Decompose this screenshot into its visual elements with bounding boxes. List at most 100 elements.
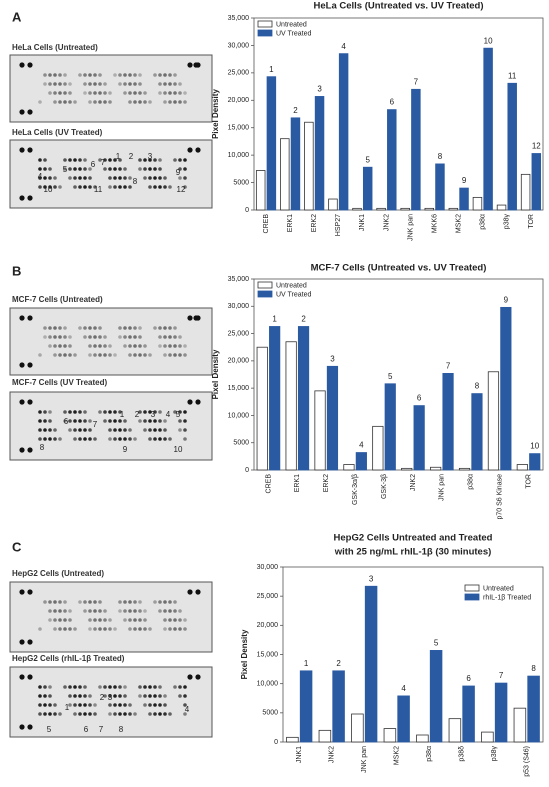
reference-spot — [27, 62, 33, 68]
spot — [73, 185, 77, 189]
blot-annotation: 1 — [116, 152, 121, 161]
spot — [128, 185, 132, 189]
bar — [531, 153, 542, 211]
spot — [68, 419, 72, 423]
spot — [128, 600, 132, 604]
x-tick-label: JNK pan — [439, 474, 446, 501]
chart-title: HeLa Cells (Untreated vs. UV Treated) — [314, 1, 484, 12]
bar — [299, 670, 313, 743]
spot — [168, 609, 172, 613]
spot — [153, 428, 157, 432]
spot — [173, 609, 177, 613]
y-tick-label: 0 — [245, 467, 249, 474]
spot — [138, 158, 142, 162]
spot — [143, 100, 147, 104]
spot — [173, 326, 177, 330]
reference-spot — [193, 62, 199, 68]
spot — [53, 100, 57, 104]
spot — [68, 353, 72, 357]
spot — [183, 344, 187, 348]
spot — [148, 685, 152, 689]
spot — [143, 627, 147, 631]
spot — [58, 712, 62, 716]
spot — [113, 158, 117, 162]
bar — [304, 121, 314, 211]
spot — [38, 410, 42, 414]
spot — [98, 100, 102, 104]
spot — [38, 694, 42, 698]
spot — [118, 685, 122, 689]
spot — [143, 167, 147, 171]
spot — [93, 344, 97, 348]
spot — [108, 100, 112, 104]
spot — [43, 176, 47, 180]
spot — [133, 618, 137, 622]
spot — [123, 335, 127, 339]
spot — [68, 685, 72, 689]
spot — [88, 167, 92, 171]
spot — [88, 91, 92, 95]
spot — [133, 91, 137, 95]
spot — [73, 353, 77, 357]
spot — [83, 609, 87, 613]
spot — [68, 618, 72, 622]
x-tick-label: HSP27 — [335, 214, 342, 236]
spot — [88, 185, 92, 189]
reference-spot — [187, 674, 193, 680]
spot — [43, 167, 47, 171]
spot — [68, 428, 72, 432]
spot — [73, 167, 77, 171]
blot-annotation: 8 — [133, 177, 138, 186]
bar-label: 2 — [301, 315, 306, 324]
spot — [98, 685, 102, 689]
spot — [48, 694, 52, 698]
spot — [63, 326, 67, 330]
spot — [118, 712, 122, 716]
bar — [285, 341, 297, 471]
x-tick-label: p70 S6 Kinase — [496, 474, 503, 520]
blot-annotation: 4 — [185, 705, 190, 714]
blot-image — [9, 139, 213, 209]
spot — [133, 326, 137, 330]
spot — [93, 609, 97, 613]
bar — [362, 166, 373, 211]
spot — [88, 326, 92, 330]
spot — [53, 618, 57, 622]
spot — [133, 344, 137, 348]
spot — [83, 437, 87, 441]
spot — [128, 176, 132, 180]
spot — [158, 703, 162, 707]
blot-label: HepG2 Cells (rhIL-1β Treated) — [12, 654, 125, 663]
spot — [113, 437, 117, 441]
spot — [48, 685, 52, 689]
spot — [133, 73, 137, 77]
spot — [63, 91, 67, 95]
spot — [43, 703, 47, 707]
spot — [58, 437, 62, 441]
reference-spot — [27, 147, 33, 153]
y-tick-label: 35,000 — [228, 276, 250, 283]
bar — [280, 138, 290, 211]
spot — [133, 335, 137, 339]
spot — [98, 410, 102, 414]
spot — [123, 73, 127, 77]
y-tick-label: 15,000 — [228, 385, 250, 392]
spot — [153, 703, 157, 707]
spot — [73, 158, 77, 162]
blot-annotation: 10 — [44, 185, 53, 194]
y-tick-label: 5000 — [233, 179, 249, 186]
x-tick-label: p38γ — [491, 746, 498, 762]
spot — [98, 326, 102, 330]
spot — [83, 712, 87, 716]
bar — [343, 464, 355, 471]
spot — [138, 694, 142, 698]
bar — [481, 731, 494, 743]
spot — [183, 685, 187, 689]
spot — [58, 600, 62, 604]
spot — [153, 712, 157, 716]
spot — [98, 609, 102, 613]
spot — [148, 437, 152, 441]
bar — [318, 729, 332, 743]
spot — [118, 167, 122, 171]
spot — [123, 694, 127, 698]
